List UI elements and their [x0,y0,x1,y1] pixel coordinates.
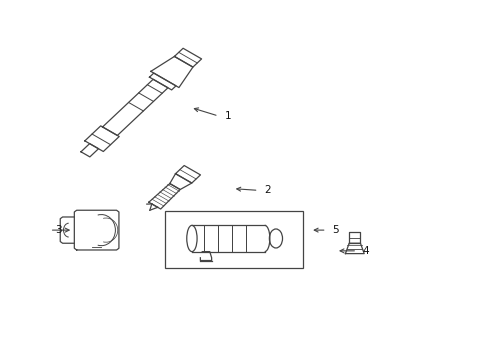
Text: 1: 1 [224,111,230,121]
Text: 2: 2 [264,185,270,195]
Text: 3: 3 [55,225,62,235]
Bar [164,211,303,268]
Text: 4: 4 [362,246,368,256]
Text: 5: 5 [332,225,338,235]
